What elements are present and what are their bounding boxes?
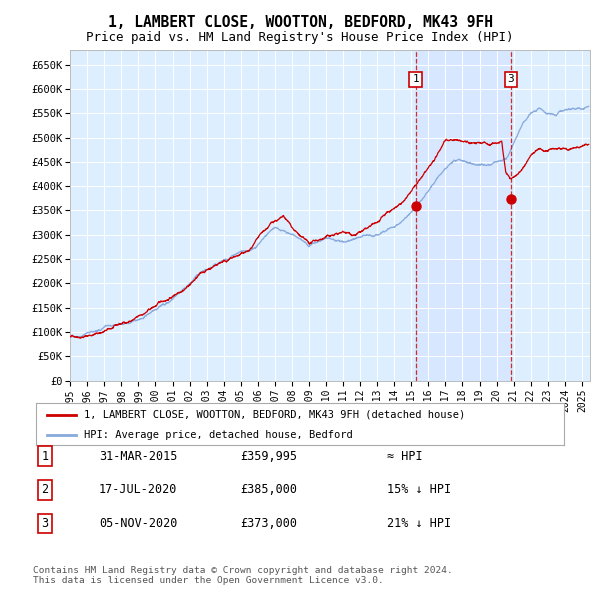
Text: 31-MAR-2015: 31-MAR-2015 bbox=[99, 450, 178, 463]
Text: Price paid vs. HM Land Registry's House Price Index (HPI): Price paid vs. HM Land Registry's House … bbox=[86, 31, 514, 44]
Text: 1: 1 bbox=[412, 74, 419, 84]
Text: 1, LAMBERT CLOSE, WOOTTON, BEDFORD, MK43 9FH: 1, LAMBERT CLOSE, WOOTTON, BEDFORD, MK43… bbox=[107, 15, 493, 30]
Text: 1, LAMBERT CLOSE, WOOTTON, BEDFORD, MK43 9FH (detached house): 1, LAMBERT CLOSE, WOOTTON, BEDFORD, MK43… bbox=[83, 410, 465, 420]
Bar bbox=[416, 50, 511, 381]
Text: £385,000: £385,000 bbox=[240, 483, 297, 496]
Text: 15% ↓ HPI: 15% ↓ HPI bbox=[387, 483, 451, 496]
Text: HPI: Average price, detached house, Bedford: HPI: Average price, detached house, Bedf… bbox=[83, 430, 352, 440]
Text: 3: 3 bbox=[508, 74, 514, 84]
Text: £373,000: £373,000 bbox=[240, 517, 297, 530]
Text: 17-JUL-2020: 17-JUL-2020 bbox=[99, 483, 178, 496]
Text: 21% ↓ HPI: 21% ↓ HPI bbox=[387, 517, 451, 530]
Text: 05-NOV-2020: 05-NOV-2020 bbox=[99, 517, 178, 530]
Text: 3: 3 bbox=[41, 517, 49, 530]
Text: Contains HM Land Registry data © Crown copyright and database right 2024.
This d: Contains HM Land Registry data © Crown c… bbox=[33, 566, 453, 585]
Text: ≈ HPI: ≈ HPI bbox=[387, 450, 422, 463]
Text: £359,995: £359,995 bbox=[240, 450, 297, 463]
Text: 2: 2 bbox=[41, 483, 49, 496]
Text: 1: 1 bbox=[41, 450, 49, 463]
